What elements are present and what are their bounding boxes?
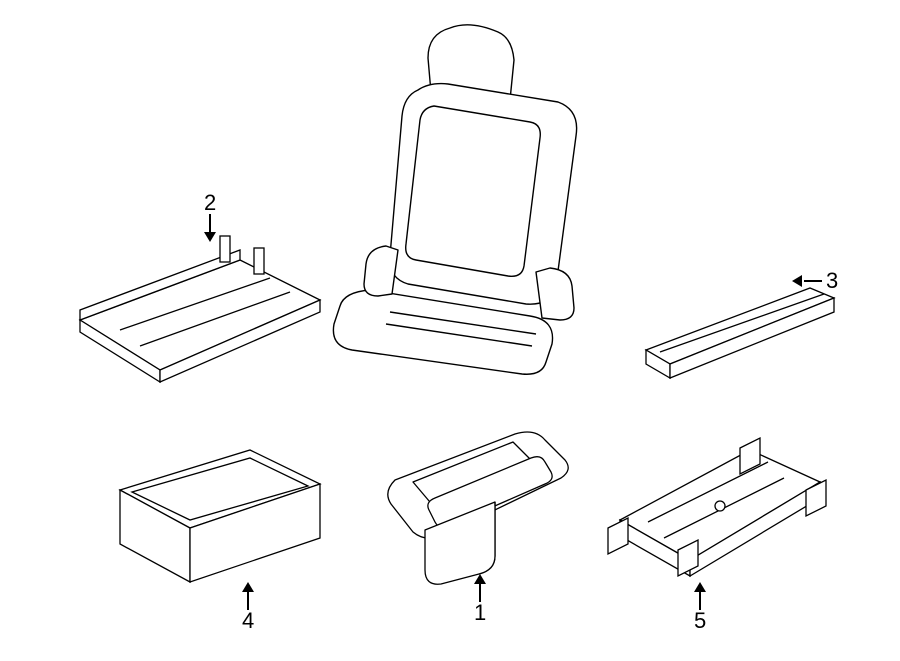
callout-4-arrow — [242, 582, 254, 592]
callout-1-label: 1 — [474, 602, 486, 624]
callout-4-label: 4 — [242, 610, 254, 632]
callout-3: 3 — [792, 270, 838, 292]
callout-5-label: 5 — [694, 610, 706, 632]
callout-5: 5 — [694, 580, 706, 632]
callout-3-arrow — [792, 275, 802, 287]
seat-track-rail — [640, 280, 840, 390]
callout-3-label: 3 — [826, 270, 838, 292]
callout-1-arrow — [474, 574, 486, 584]
seat-track-adjuster — [70, 230, 330, 400]
callout-2-arrow — [204, 232, 216, 242]
callout-2-shaft — [209, 214, 211, 232]
callout-5-arrow — [694, 582, 706, 592]
callout-1: 1 — [474, 572, 486, 624]
callout-4: 4 — [242, 580, 254, 632]
diagram-stage: 2 3 1 4 5 — [0, 0, 900, 661]
callout-3-shaft — [804, 280, 822, 282]
underseat-storage-bin — [110, 440, 330, 590]
armrest-assembly — [355, 390, 595, 590]
seat-illustration — [300, 20, 620, 380]
callout-2-label: 2 — [204, 192, 216, 214]
callout-2: 2 — [204, 192, 216, 244]
seat-mount-bracket — [600, 410, 830, 590]
